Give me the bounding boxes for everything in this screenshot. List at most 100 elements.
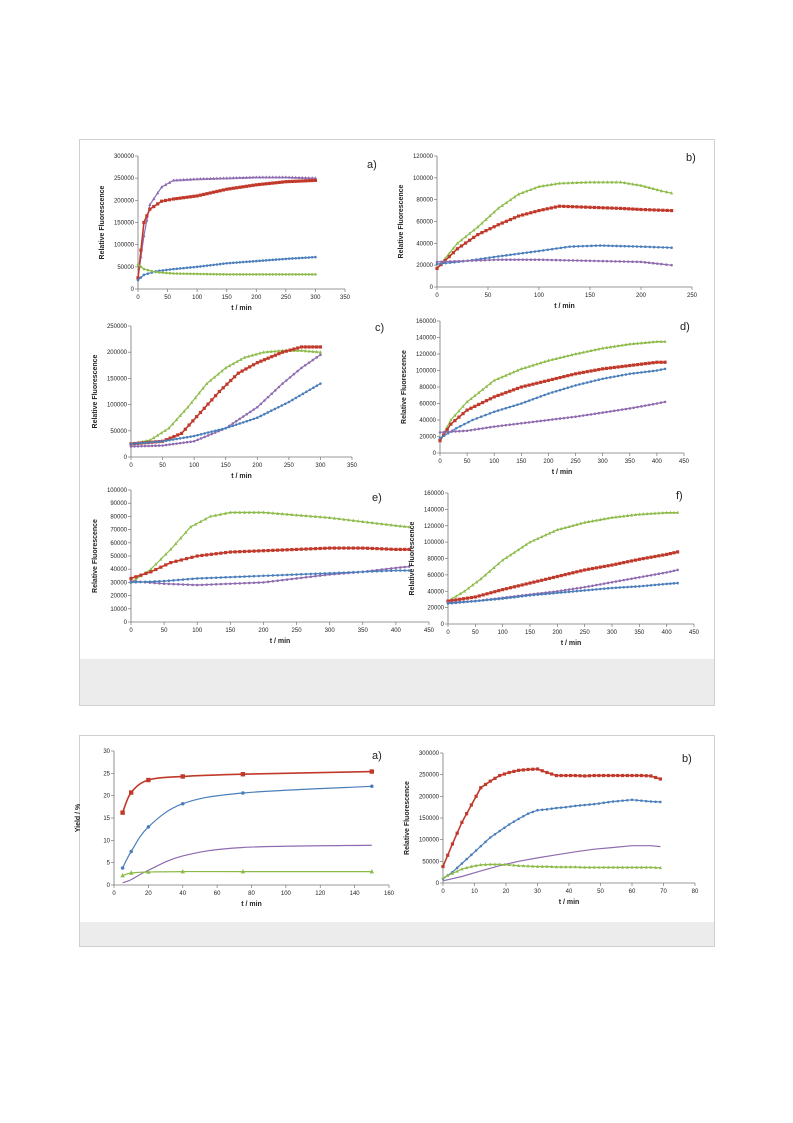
c6-series-green-point-5 [369, 868, 375, 874]
c2-series-red-point-27 [229, 378, 233, 383]
c5-series-red-point-13 [497, 589, 501, 593]
c7-series-blue-point-11 [493, 832, 497, 836]
c4-series-blue-point-58 [403, 569, 406, 572]
c6-series-blue-point-5 [370, 784, 374, 789]
c1-series-green-point-22 [525, 189, 529, 193]
c4-series-blue-point-6 [158, 579, 161, 583]
c1-series-red-point-30 [557, 204, 561, 208]
c1-series-green-point-24 [533, 186, 537, 190]
c1-series-green-point-12 [484, 217, 488, 221]
c3-series-blue-point-40 [597, 378, 601, 381]
c7-series-blue-point-36 [611, 800, 615, 803]
c0-series-purple-point-30 [238, 175, 242, 180]
figure-1-caption-strip [80, 659, 714, 705]
c3-series-green-point-33 [566, 353, 570, 358]
c2-series-purple-point-53 [319, 353, 322, 357]
c7-series-blue-point-32 [592, 802, 596, 806]
c3-series-purple-point-18 [508, 423, 511, 426]
c1-series-red-point-5 [455, 247, 459, 251]
c7-ytick-label-2: 100000 [419, 838, 440, 844]
c1-series-blue-point-1 [440, 262, 443, 265]
c5-series-blue-point-7 [474, 599, 477, 603]
c4-series-green-point-55 [394, 523, 398, 527]
c1-series-red-point-10 [476, 233, 480, 237]
c5-series-purple-point-30 [563, 588, 567, 592]
c1-series-blue-point-42 [615, 244, 618, 248]
c2-series-green-point-50 [318, 350, 323, 354]
c3-series-green-point-11 [481, 387, 485, 391]
c2-series-green-point-15 [186, 405, 190, 409]
c3-series-red-point-58 [663, 360, 667, 364]
c5-series-purple-point-40 [602, 582, 606, 585]
c5-series-purple-point-48 [634, 576, 637, 580]
c0-ytick-label-5: 250000 [114, 176, 135, 182]
c0-series-green-point-40 [271, 273, 274, 276]
c1-series-green-point-48 [635, 182, 639, 187]
c4-series-blue-point-52 [375, 569, 379, 573]
c2-series-purple-point-1 [133, 445, 136, 448]
c6-ytick-label-0: 0 [107, 883, 111, 889]
c5-series-blue-point-38 [595, 588, 598, 591]
c4-series-green-point-51 [375, 521, 379, 525]
c7-series-green-point-18 [526, 864, 530, 868]
c7-series-blue-point-17 [522, 814, 525, 818]
c1-ytick-label-6: 120000 [413, 154, 434, 160]
c4-xtick-label-1: 50 [161, 628, 168, 634]
c3-series-green-point-26 [539, 361, 543, 365]
c3-series-red-point-43 [604, 366, 609, 370]
c1-series-green-point-13 [488, 213, 492, 218]
c3-series-red-point-35 [573, 372, 578, 376]
c4-series-purple-point-26 [252, 581, 256, 585]
c0-series-purple-point-5 [152, 196, 156, 201]
c2-series-blue-point-27 [224, 426, 227, 430]
c3-series-red-point-7 [465, 408, 469, 412]
c1-series-purple-point-53 [660, 262, 663, 266]
c2-series-purple-point-5 [147, 444, 150, 448]
c3-series-purple-point-9 [473, 428, 477, 431]
c2-series-green-point-33 [254, 352, 258, 356]
c0-xtick-label-2: 100 [192, 295, 203, 301]
c1-series-purple-point-10 [479, 259, 482, 262]
c0-series-green-point-8 [165, 271, 168, 275]
c2-series-red-point-40 [277, 352, 281, 356]
c1-series-purple-point-32 [571, 259, 575, 262]
c1-series-green-point-54 [659, 189, 663, 193]
c5-xtick-label-9: 450 [689, 630, 700, 636]
c3-series-red-point-30 [554, 376, 558, 381]
c4-series-blue-point-41 [323, 572, 327, 575]
c2-series-blue-point-11 [168, 438, 171, 442]
c3-series-red-point-26 [539, 380, 543, 384]
figure-2-box [79, 735, 715, 947]
c2-series-purple-point-45 [288, 376, 292, 379]
c1-series-purple-point-8 [470, 259, 474, 262]
c0-series-purple-point-11 [175, 178, 179, 182]
c4-xtick-label-7: 350 [358, 628, 369, 634]
c4-series-red-point-52 [380, 547, 384, 551]
c6-series-blue-point-4 [241, 791, 245, 795]
c5-series-green-point-28 [559, 526, 563, 531]
c0-series-blue-point-26 [225, 262, 228, 265]
c5-series-blue-point-17 [513, 595, 516, 599]
c1-series-blue-point-17 [509, 253, 512, 257]
c1-series-red-point-56 [670, 208, 674, 213]
c0-series-red-point-1 [139, 248, 143, 252]
c1-series-blue-point-45 [627, 245, 631, 248]
c3-series-red-point-10 [477, 402, 481, 407]
c0-series-green-point-50 [304, 273, 307, 276]
c5-series-green-point-9 [483, 573, 487, 577]
c5-series-red-point-12 [493, 590, 497, 594]
c1-series-blue-point-26 [546, 248, 550, 252]
c3-series-green-point-35 [573, 352, 578, 356]
c3-series-purple-point-37 [582, 414, 585, 417]
c2-series-red-point-30 [240, 369, 244, 373]
c4-series-purple-point-59 [407, 565, 411, 568]
c0-series-blue-point-19 [202, 264, 205, 268]
c2-series-blue-point-44 [284, 402, 287, 406]
c1-series-purple-point-54 [665, 263, 668, 266]
c7-series-red-point-25 [559, 773, 563, 778]
c4-series-purple-point-54 [385, 567, 388, 571]
c7-series-green-point-24 [554, 865, 558, 869]
c7-series-green-point-29 [578, 865, 582, 869]
c1-series-green-point-8 [468, 231, 472, 235]
c0-xtick-label-4: 200 [251, 295, 262, 301]
